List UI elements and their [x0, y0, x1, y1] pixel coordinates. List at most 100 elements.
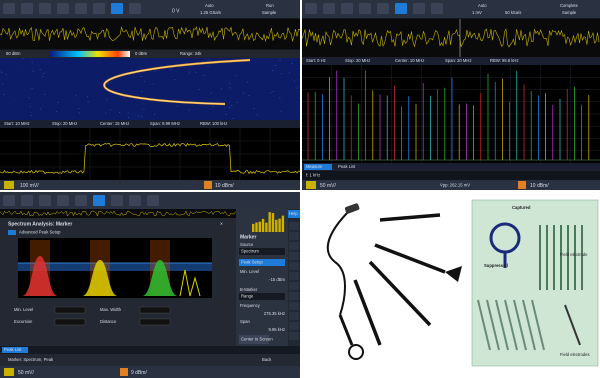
- menu-item[interactable]: [289, 332, 299, 340]
- menu-item[interactable]: [289, 252, 299, 260]
- speckle: [105, 112, 107, 114]
- scope-top-left: 0 V Auto 1.25 GSa/s Run Sample 80 dBm 0 …: [0, 0, 301, 190]
- speckle: [7, 71, 10, 72]
- toolbar-icon[interactable]: [111, 195, 123, 206]
- stop: Stop: 20 MHz: [345, 58, 370, 63]
- toolbar-icon[interactable]: [111, 3, 123, 14]
- toolbar-icon[interactable]: [359, 3, 371, 14]
- toolbar-icon[interactable]: [21, 195, 33, 206]
- menu-item[interactable]: [289, 232, 299, 240]
- speckle: [226, 63, 229, 65]
- toolbar-icon[interactable]: [75, 195, 87, 206]
- toolbar-icon[interactable]: [21, 3, 33, 14]
- speckle: [256, 114, 258, 116]
- menu-item[interactable]: [289, 292, 299, 300]
- field[interactable]: [54, 318, 86, 326]
- menu-item[interactable]: [289, 222, 299, 230]
- toolbar-icon[interactable]: [147, 195, 159, 206]
- toolbar-icon[interactable]: [93, 3, 105, 14]
- speckle: [253, 108, 255, 109]
- tab[interactable]: [2, 347, 28, 353]
- speckle: [274, 65, 276, 67]
- speckle: [29, 106, 31, 108]
- speckle: [39, 69, 41, 71]
- histogram-bar: [275, 219, 278, 232]
- spectrogram-trace-core: [104, 59, 251, 105]
- histogram-bar: [261, 218, 265, 232]
- toolbar-icon[interactable]: [75, 3, 87, 14]
- menu-item[interactable]: [289, 282, 299, 290]
- toolbar-icon[interactable]: [3, 195, 15, 206]
- speckle: [77, 100, 79, 102]
- pin: [477, 299, 491, 351]
- menu-item[interactable]: [289, 272, 299, 280]
- back[interactable]: Back: [262, 357, 272, 362]
- min-level: 80 dBm: [6, 51, 21, 56]
- speckle: [141, 91, 143, 93]
- speckle: [88, 70, 90, 72]
- speckle: [144, 58, 146, 60]
- speckle: [248, 118, 250, 119]
- pin: [504, 299, 518, 351]
- histogram-bar: [255, 222, 258, 232]
- measure-tab[interactable]: [304, 164, 332, 170]
- toolbar-icon[interactable]: [305, 3, 317, 14]
- speckle: [228, 83, 231, 84]
- toolbar-icon[interactable]: [93, 195, 105, 206]
- speckle: [5, 79, 8, 80]
- speckle: [210, 92, 212, 94]
- dropdown[interactable]: [239, 293, 285, 300]
- menu-item[interactable]: [289, 302, 299, 310]
- toolbar-icon[interactable]: [129, 3, 141, 14]
- close[interactable]: ×: [220, 221, 223, 227]
- toolbar-icon[interactable]: [377, 3, 389, 14]
- toolbar-icon[interactable]: [39, 3, 51, 14]
- field[interactable]: [139, 318, 171, 326]
- menu-item[interactable]: [289, 312, 299, 320]
- field[interactable]: [139, 306, 171, 314]
- scope-bottom-left: Spectrum Analysis: Marker × Advanced Pea…: [0, 192, 300, 378]
- speckle: [21, 71, 23, 73]
- cable: [326, 209, 351, 316]
- dropdown[interactable]: [239, 248, 285, 255]
- speckle: [41, 104, 44, 106]
- menu-item[interactable]: [289, 242, 299, 250]
- button[interactable]: [239, 259, 285, 266]
- toggle[interactable]: [8, 230, 16, 235]
- help-button[interactable]: [288, 210, 300, 218]
- start: Start: 0 Hz: [306, 58, 326, 63]
- result-row: [302, 171, 600, 180]
- speckle: [143, 108, 145, 110]
- toolbar-icon[interactable]: [129, 195, 141, 206]
- toolbar: [302, 0, 600, 18]
- speckle: [118, 112, 121, 114]
- speckle: [231, 104, 233, 106]
- toolbar-icon[interactable]: [3, 3, 15, 14]
- toolbar-icon[interactable]: [341, 3, 353, 14]
- speckle: [272, 70, 274, 72]
- menu-item[interactable]: [289, 262, 299, 270]
- speckle: [1, 72, 3, 73]
- menu-item[interactable]: [289, 322, 299, 330]
- field[interactable]: [54, 306, 86, 314]
- button[interactable]: [239, 335, 269, 344]
- toolbar-icon[interactable]: [395, 3, 407, 14]
- toolbar-icon[interactable]: [413, 3, 425, 14]
- toolbar-icon[interactable]: [39, 195, 51, 206]
- speckle: [77, 96, 79, 98]
- min-level-label: Min. Level: [14, 307, 33, 312]
- speckle: [128, 117, 130, 118]
- speckle: [142, 102, 144, 104]
- spec-badge: [204, 181, 212, 189]
- toolbar-icon[interactable]: [57, 195, 69, 206]
- toolbar-icon[interactable]: [323, 3, 335, 14]
- speckle: [196, 90, 199, 91]
- toolbar-icon[interactable]: [431, 3, 443, 14]
- waveform-area: [0, 19, 300, 49]
- source: Source: [240, 242, 254, 247]
- speckle: [0, 70, 3, 72]
- speckle: [272, 91, 274, 93]
- toolbar-icon[interactable]: [57, 3, 69, 14]
- colorbar: [50, 51, 130, 57]
- speckle: [35, 77, 38, 79]
